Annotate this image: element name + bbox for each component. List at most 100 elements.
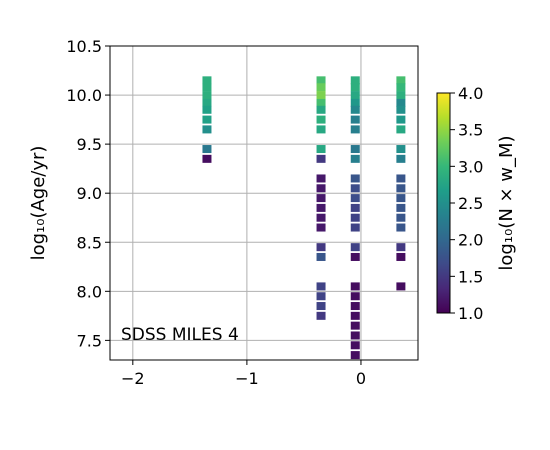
grid — [110, 45, 418, 360]
cell-2-5 — [350, 115, 360, 124]
cell-1-15 — [316, 243, 326, 252]
cell-3-12 — [396, 203, 406, 212]
cell-3-16 — [396, 252, 406, 261]
cell-3-4 — [396, 105, 406, 114]
x-tick-label-0: −2 — [121, 369, 145, 388]
colorbar: 1.0 1.5 2.0 2.5 3.0 3.5 4.0 — [436, 84, 483, 323]
cell-3-5 — [396, 115, 406, 124]
cell-0-2 — [202, 91, 212, 100]
cell-1-0 — [316, 76, 326, 85]
cell-1-14 — [316, 223, 326, 232]
y-tick-label-5: 10.0 — [66, 86, 102, 105]
cell-2-21 — [350, 321, 360, 330]
cell-3-9 — [396, 174, 406, 183]
cell-0-4 — [202, 105, 212, 114]
y-tick-label-3: 9.0 — [77, 184, 102, 203]
cell-3-13 — [396, 213, 406, 222]
cell-2-1 — [350, 83, 360, 92]
cell-3-11 — [396, 194, 406, 203]
cell-2-4 — [350, 105, 360, 114]
cell-2-0 — [350, 76, 360, 85]
annotation: SDSS MILES 4 — [121, 325, 239, 345]
cell-1-2 — [316, 91, 326, 100]
y-tick-label-4: 9.5 — [77, 135, 102, 154]
colorbar-label: log₁₀(N × w_M) — [496, 135, 517, 270]
cell-1-19 — [316, 302, 326, 311]
cell-1-10 — [316, 184, 326, 193]
cell-3-8 — [396, 154, 406, 163]
cell-3-10 — [396, 184, 406, 193]
colorbar-tick-label-2: 2.0 — [458, 231, 483, 250]
cell-3-1 — [396, 83, 406, 92]
cell-2-15 — [350, 243, 360, 252]
cell-1-12 — [316, 203, 326, 212]
x-tick-label-2: 0 — [356, 369, 366, 388]
cell-0-1 — [202, 83, 212, 92]
cell-1-16 — [316, 252, 326, 261]
cell-2-12 — [350, 203, 360, 212]
cell-2-13 — [350, 213, 360, 222]
cell-3-0 — [396, 76, 406, 85]
cell-1-6 — [316, 125, 326, 134]
cell-2-8 — [350, 154, 360, 163]
cell-1-18 — [316, 292, 326, 301]
colorbar-scale — [436, 92, 451, 314]
cell-1-7 — [316, 145, 326, 154]
plot-frame — [109, 45, 419, 361]
cell-1-11 — [316, 194, 326, 203]
cell-2-11 — [350, 194, 360, 203]
cell-0-0 — [202, 76, 212, 85]
y-axis: 7.5 8.0 8.5 9.0 9.5 10.0 10.5 — [66, 37, 110, 350]
cell-2-20 — [350, 311, 360, 320]
cell-2-6 — [350, 125, 360, 134]
cell-2-17 — [350, 282, 360, 291]
colorbar-tick-label-4: 3.0 — [458, 157, 483, 176]
x-tick-label-1: −1 — [235, 369, 259, 388]
cell-1-9 — [316, 174, 326, 183]
cell-3-15 — [396, 243, 406, 252]
cell-2-22 — [350, 331, 360, 340]
cell-0-6 — [202, 125, 212, 134]
cell-1-5 — [316, 115, 326, 124]
y-tick-label-6: 10.5 — [66, 37, 102, 56]
cell-2-14 — [350, 223, 360, 232]
data-marks — [202, 76, 406, 360]
cell-3-7 — [396, 145, 406, 154]
cell-2-3 — [350, 98, 360, 107]
cell-2-23 — [350, 341, 360, 350]
cell-1-20 — [316, 311, 326, 320]
y-tick-label-1: 8.0 — [77, 282, 102, 301]
cell-3-17 — [396, 282, 406, 291]
colorbar-tick-label-6: 4.0 — [458, 84, 483, 103]
colorbar-tick-label-5: 3.5 — [458, 121, 483, 140]
y-tick-label-2: 8.5 — [77, 233, 102, 252]
cell-2-24 — [350, 351, 360, 360]
cell-3-2 — [396, 91, 406, 100]
cell-1-8 — [316, 154, 326, 163]
cell-1-13 — [316, 213, 326, 222]
cell-0-3 — [202, 98, 212, 107]
colorbar-tick-label-0: 1.0 — [458, 304, 483, 323]
cell-2-10 — [350, 184, 360, 193]
cell-2-19 — [350, 302, 360, 311]
x-axis: −2 −1 0 — [121, 360, 366, 388]
cell-1-4 — [316, 105, 326, 114]
cell-0-7 — [202, 145, 212, 154]
cell-2-2 — [350, 91, 360, 100]
cell-2-18 — [350, 292, 360, 301]
colorbar-tick-label-3: 2.5 — [458, 194, 483, 213]
cell-1-17 — [316, 282, 326, 291]
cell-2-7 — [350, 145, 360, 154]
y-tick-label-0: 7.5 — [77, 331, 102, 350]
colorbar-tick-label-1: 1.5 — [458, 267, 483, 286]
cell-1-3 — [316, 98, 326, 107]
cell-0-5 — [202, 115, 212, 124]
cell-1-1 — [316, 83, 326, 92]
cell-2-9 — [350, 174, 360, 183]
y-axis-label: log₁₀(Age/yr) — [28, 146, 49, 261]
cell-0-8 — [202, 154, 212, 163]
cell-3-6 — [396, 125, 406, 134]
cell-2-16 — [350, 252, 360, 261]
cell-3-14 — [396, 223, 406, 232]
